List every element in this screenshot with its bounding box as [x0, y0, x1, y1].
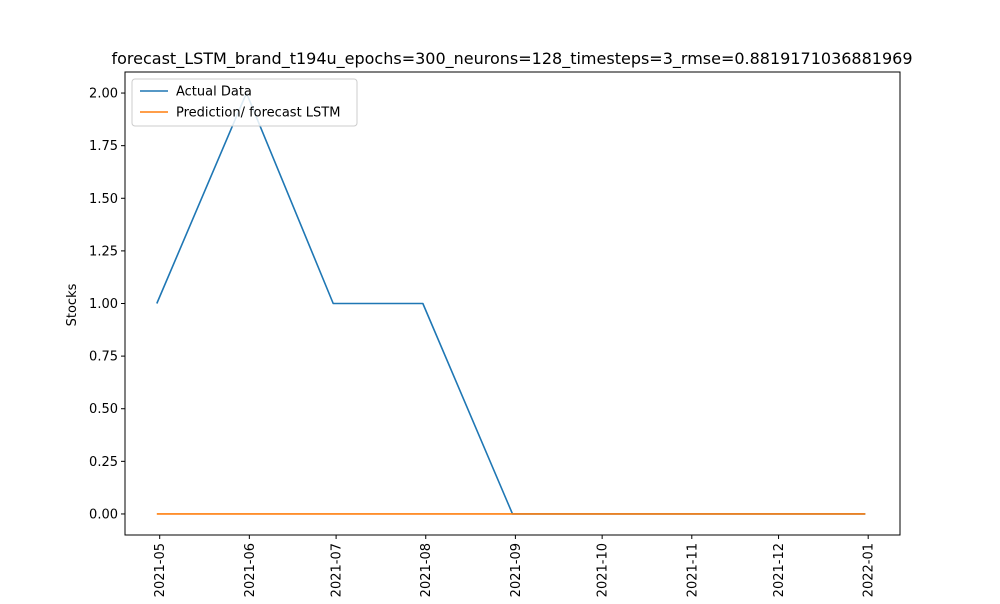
legend-entry: Prediction/ forecast LSTM: [176, 106, 340, 121]
legend-entry: Actual Data: [176, 85, 252, 100]
series-line-actual-data: [156, 92, 866, 515]
y-tick-label: 0.00: [89, 507, 118, 522]
y-tick-label: 2.00: [89, 87, 118, 102]
legend: Actual Data Prediction/ forecast LSTM: [131, 78, 358, 127]
y-tick-label: 1.25: [89, 244, 118, 259]
chart-title: forecast_LSTM_brand_t194u_epochs=300_neu…: [112, 49, 913, 69]
y-tick-label: 1.75: [89, 139, 118, 154]
x-tick-label: 2021-05: [153, 543, 168, 597]
legend-box: [131, 78, 358, 127]
y-tick-label: 0.75: [89, 350, 118, 365]
x-axis: 2021-05 2021-06 2021-07 2021-08 2021-09 2021-…: [153, 535, 877, 597]
x-tick-label: 2021-09: [509, 543, 524, 597]
x-tick-label: 2021-12: [772, 543, 787, 597]
y-tick-label: 0.25: [89, 455, 118, 470]
x-tick-label: 2021-11: [685, 543, 700, 597]
x-tick-label: 2021-08: [419, 543, 434, 597]
y-tick-label: 1.00: [89, 297, 118, 312]
plot-frame: [124, 71, 901, 536]
x-tick-label: 2021-06: [243, 543, 258, 597]
x-tick-label: 2021-07: [330, 543, 345, 597]
y-axis: 0.00 0.25 0.50 0.75 1.00 1.25 1.50 1.75 2.00: [89, 87, 125, 522]
x-tick-label: 2021-10: [596, 543, 611, 597]
y-tick-label: 1.50: [89, 192, 118, 207]
series-group: [156, 92, 866, 515]
y-axis-label: Stocks: [65, 283, 80, 326]
x-tick-label: 2022-01: [862, 543, 877, 597]
y-tick-label: 0.50: [89, 402, 118, 417]
